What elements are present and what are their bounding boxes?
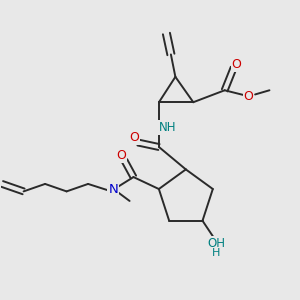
Text: O: O — [232, 58, 242, 71]
Text: N: N — [108, 182, 118, 196]
Text: O: O — [130, 131, 140, 144]
Text: O: O — [244, 90, 254, 103]
Text: NH: NH — [159, 121, 176, 134]
Text: H: H — [212, 248, 220, 258]
Text: O: O — [117, 149, 127, 162]
Text: OH: OH — [208, 237, 226, 250]
